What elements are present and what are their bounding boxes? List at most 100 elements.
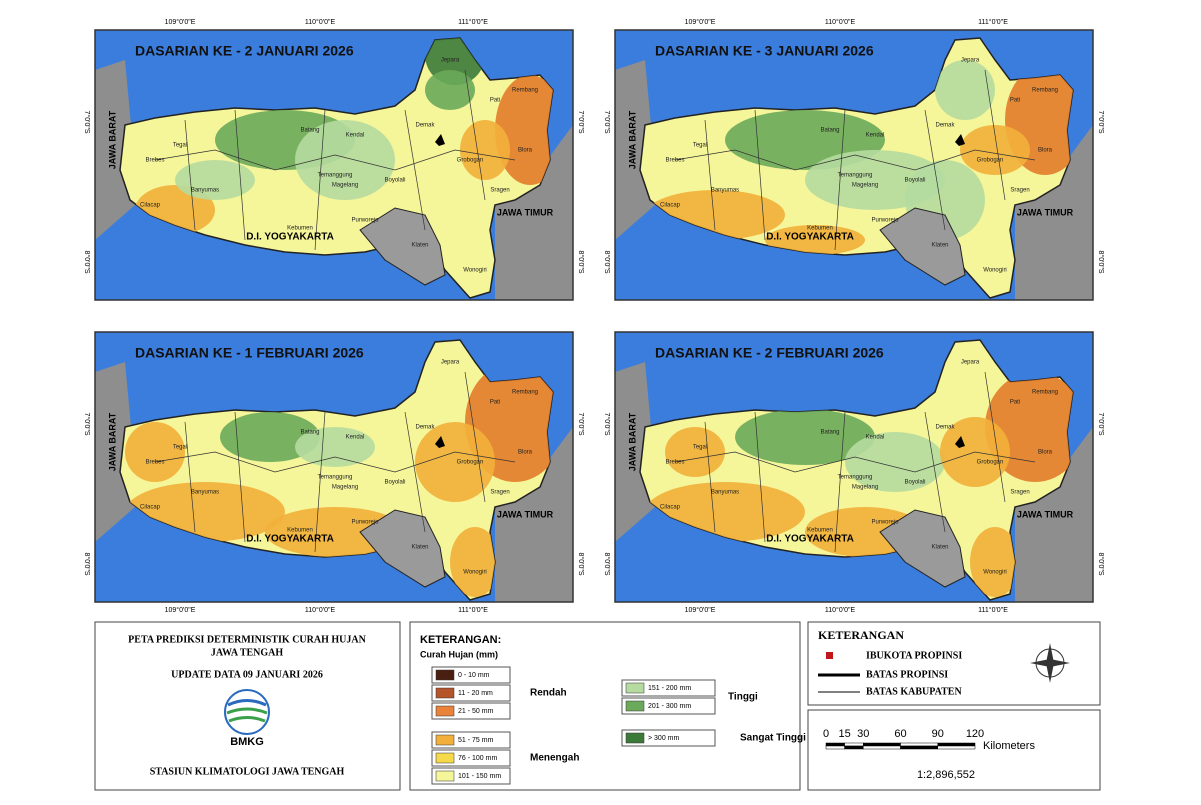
symbol-legend-box (807, 621, 1101, 706)
capital-city (435, 134, 445, 146)
longitude-label: 111°0'0"E (978, 606, 1008, 614)
legend-group: Tinggi (728, 692, 758, 703)
district-label: Rembang (512, 88, 538, 94)
land-west (615, 60, 655, 240)
district-label: Brebes (145, 158, 164, 164)
district-label: Kebumen (287, 226, 313, 232)
regency-border (834, 411, 846, 553)
map-body: Jepara Pati Rembang Blora Grobogan Demak Kenda… (95, 332, 573, 602)
legend-color (435, 705, 455, 717)
map-body: Jepara Pati Rembang Blora Grobogan Demak Kenda… (95, 30, 573, 300)
district-label: Cilacap (140, 505, 161, 511)
legend-color (435, 770, 455, 782)
rain-zone (665, 427, 725, 477)
land-yogyakarta (879, 207, 966, 286)
latitude-label: 8°0'0"S (577, 553, 585, 576)
symbol-label: BATAS PROPINSI (866, 669, 948, 680)
district-label: Blora (1038, 450, 1053, 456)
map-panel: Jepara Pati Rembang Blora Grobogan Demak Kenda… (603, 331, 1105, 614)
regency-border (184, 421, 196, 533)
scale-segment (937, 745, 976, 750)
rain-zone (415, 422, 495, 502)
regency-border (404, 109, 426, 231)
district-label: Purworejo (351, 520, 379, 526)
district-label: Grobogan (977, 460, 1004, 466)
regency-border (984, 69, 1006, 201)
panel-frame (94, 29, 574, 301)
regency-border (234, 109, 246, 241)
legend-label: 21 - 50 mm (458, 708, 494, 715)
district-label: Magelang (332, 485, 358, 491)
rain-zone (460, 120, 510, 180)
district-label: Banyumas (711, 490, 739, 496)
district-label: Temanggung (838, 173, 873, 179)
legend-label: 76 - 100 mm (458, 755, 497, 762)
panel-title: DASARIAN KE - 2 FEBRUARI 2026 (655, 345, 884, 361)
district-label: Cilacap (660, 203, 681, 209)
regency-border (674, 451, 1036, 473)
land-east (1015, 427, 1093, 602)
district-label: Batang (300, 128, 319, 134)
district-label: Temanggung (838, 475, 873, 481)
latitude-label: 7°0'0"S (83, 111, 91, 134)
longitude-label: 109°0'0"E (685, 606, 716, 614)
district-label: Blora (1038, 148, 1053, 154)
capital-symbol (826, 652, 833, 659)
rain-zone (765, 225, 865, 255)
land-east (495, 427, 573, 602)
longitude-label: 111°0'0"E (458, 606, 488, 614)
regency-border (704, 421, 716, 533)
longitude-label: 110°0'0"E (305, 606, 336, 614)
district-label: Temanggung (318, 173, 353, 179)
district-label: Purworejo (351, 218, 379, 224)
district-label: Wonogiri (463, 570, 487, 576)
land-yogyakarta (359, 509, 446, 588)
regency-border (154, 451, 516, 473)
legend-swatch (621, 697, 716, 715)
map-body: Jepara Pati Rembang Blora Grobogan Demak Kenda… (615, 30, 1093, 300)
longitude-label: 109°0'0"E (685, 18, 716, 26)
regency-border (924, 109, 946, 231)
panel-title: DASARIAN KE - 3 JANUARI 2026 (655, 43, 874, 59)
legend-color (435, 734, 455, 746)
latitude-label: 7°0'0"S (577, 111, 585, 134)
map-panel: Jepara Pati Rembang Blora Grobogan Demak Kenda… (83, 331, 585, 614)
legend-label: > 300 mm (648, 735, 679, 742)
panel-frame (94, 331, 574, 603)
land-east (1015, 125, 1093, 300)
region-label: JAWA TIMUR (497, 509, 554, 519)
info-update: UPDATE DATA 09 JANUARI 2026 (171, 669, 323, 680)
district-label: Banyumas (191, 490, 219, 496)
latitude-label: 7°0'0"S (1097, 111, 1105, 134)
map-panel: Jepara Pati Rembang Blora Grobogan Demak Kenda… (603, 18, 1105, 301)
rain-zone (970, 527, 1020, 597)
district-label: Kebumen (807, 528, 833, 534)
regency-border (464, 371, 486, 503)
rain-zone (450, 527, 500, 597)
longitude-label: 109°0'0"E (165, 18, 196, 26)
region-label: JAWA BARAT (627, 110, 637, 169)
land-west (95, 362, 135, 542)
scale-tick-label: 30 (857, 728, 869, 740)
district-label: Jepara (961, 360, 980, 366)
legend-title: KETERANGAN (818, 628, 904, 642)
legend-color (435, 687, 455, 699)
scale-segment (825, 742, 845, 747)
rain-zone (960, 125, 1030, 175)
district-label: Tegal (693, 143, 707, 149)
district-label: Tegal (693, 445, 707, 451)
symbol-label: BATAS KABUPATEN (866, 686, 962, 697)
district-label: Blora (518, 148, 533, 154)
legend-label: 151 - 200 mm (648, 685, 691, 692)
district-label: Jepara (441, 360, 460, 366)
latitude-label: 7°0'0"S (603, 111, 611, 134)
regency-border (704, 119, 716, 231)
district-label: Banyumas (711, 188, 739, 194)
district-label: Kebumen (287, 528, 313, 534)
district-label: Purworejo (871, 520, 899, 526)
region-label: D.I. YOGYAKARTA (246, 534, 334, 545)
district-label: Purworejo (871, 218, 899, 224)
rain-zone (220, 412, 320, 462)
symbol-label: IBUKOTA PROPINSI (866, 650, 962, 661)
district-label: Jepara (961, 58, 980, 64)
